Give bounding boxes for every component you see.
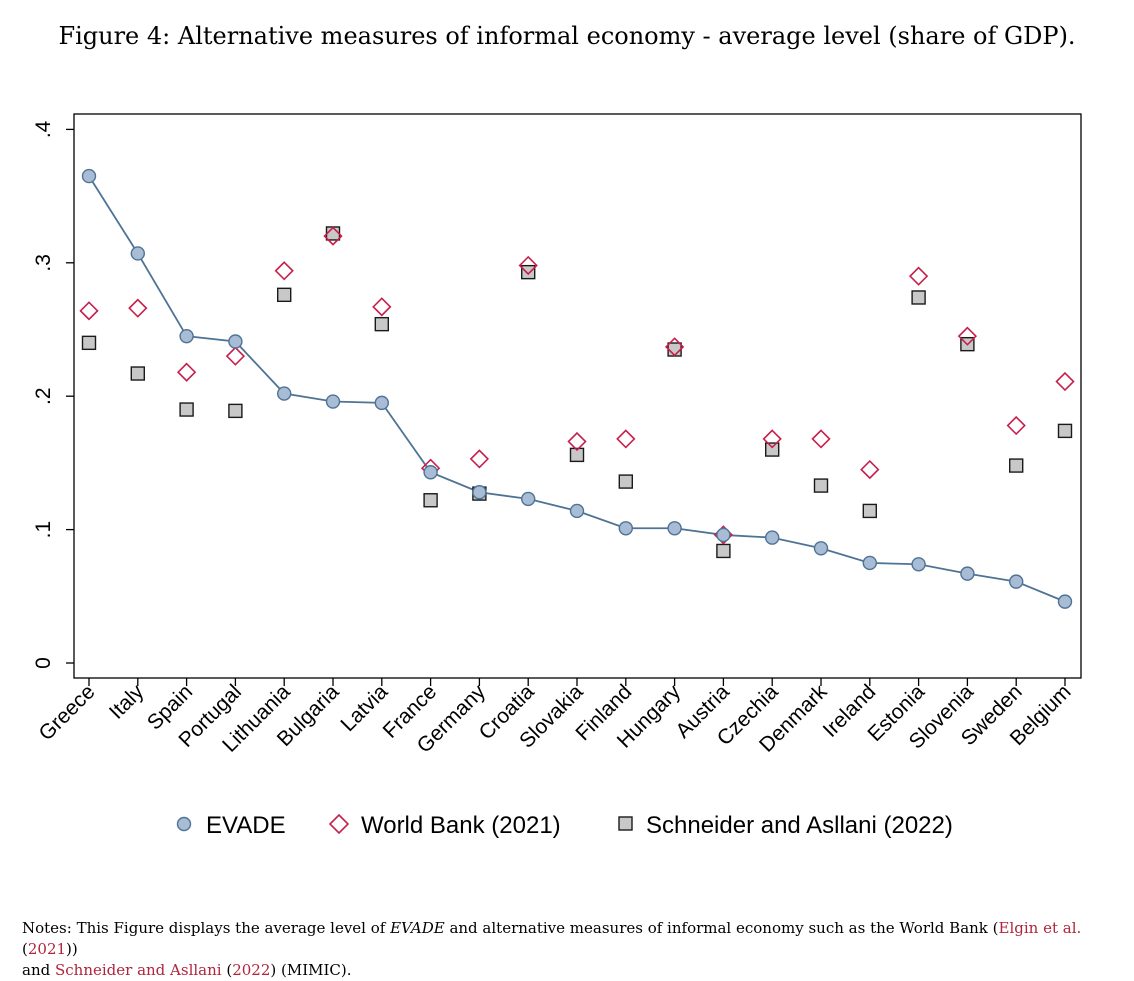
world-bank-point-estonia xyxy=(908,266,929,286)
evade-point-belgium xyxy=(1057,594,1073,609)
world-bank-point-sweden xyxy=(1006,415,1026,436)
schneider-point-ireland xyxy=(862,503,877,519)
evade-point-austria xyxy=(716,527,731,543)
legend: EVADE World Bank (2021) Schneider and As… xyxy=(176,812,953,839)
evade-point-slovenia xyxy=(960,566,975,581)
plot-frame xyxy=(73,113,1082,679)
figure-title: Figure 4: Alternative measures of inform… xyxy=(58,22,1076,50)
evade-point-latvia xyxy=(374,395,389,411)
evade-point-estonia xyxy=(911,557,926,572)
schneider-point-italy xyxy=(130,366,146,381)
y-axis: 0 .1 .2 .3 .4 xyxy=(32,120,74,669)
notes-text-1: Notes: This Figure displays the average … xyxy=(22,919,391,937)
schneider-point-latvia xyxy=(374,316,389,332)
schneider-point-hungary xyxy=(667,342,682,357)
evade-point-czechia xyxy=(765,530,780,545)
schneider-point-estonia xyxy=(911,290,926,305)
evade-point-sweden xyxy=(1009,574,1024,589)
evade-point-greece xyxy=(81,168,97,184)
x-tick-label-italy: Italy xyxy=(105,680,149,724)
legend-marker-evade xyxy=(176,816,192,832)
y-tick-label: 0 xyxy=(32,657,55,669)
evade-point-spain xyxy=(179,328,194,344)
world-bank-point-italy xyxy=(128,298,148,318)
world-bank-point-belgium xyxy=(1055,371,1075,392)
ref-elgin-year[interactable]: 2021 xyxy=(27,940,67,958)
schneider-point-slovakia xyxy=(569,447,585,463)
evade-point-germany xyxy=(472,485,487,500)
notes-text-4: ) (MIMIC). xyxy=(270,961,352,979)
legend-label-evade: EVADE xyxy=(206,812,286,839)
world-bank-point-spain xyxy=(176,362,197,382)
evade-point-lithuania xyxy=(277,386,292,401)
legend-marker-world-bank xyxy=(328,813,350,835)
world-bank-point-czechia xyxy=(762,429,782,449)
data-marks xyxy=(79,168,1075,609)
world-bank-point-bulgaria xyxy=(323,226,343,246)
ref-elgin-authors[interactable]: Elgin et al. xyxy=(998,919,1082,937)
evade-point-denmark xyxy=(813,541,829,556)
world-bank-point-portugal xyxy=(225,346,246,366)
y-tick-label: .2 xyxy=(32,387,55,405)
schneider-point-lithuania xyxy=(277,287,292,303)
world-bank-point-latvia xyxy=(372,297,392,317)
schneider-point-france xyxy=(423,493,438,508)
schneider-point-belgium xyxy=(1057,423,1073,439)
legend-marker-schneider xyxy=(618,816,633,831)
ref-schneider-authors[interactable]: Schneider and Asllani xyxy=(54,961,222,979)
legend-label-schneider: Schneider and Asllani (2022) xyxy=(646,812,953,839)
evade-point-portugal xyxy=(228,334,243,349)
world-bank-point-ireland xyxy=(860,459,880,480)
y-tick-label: .3 xyxy=(32,254,55,272)
figure-notes: Notes: This Figure displays the average … xyxy=(22,918,1122,981)
evade-point-italy xyxy=(130,246,146,261)
ref-elgin-open: ( xyxy=(22,940,28,958)
world-bank-point-hungary xyxy=(664,337,685,357)
schneider-point-denmark xyxy=(813,478,829,493)
evade-point-france xyxy=(423,465,438,480)
world-bank-point-germany xyxy=(469,449,490,469)
schneider-point-portugal xyxy=(228,403,243,419)
schneider-point-bulgaria xyxy=(325,226,341,241)
schneider-point-spain xyxy=(179,402,194,417)
ref-schneider-open: ( xyxy=(221,961,233,979)
ref-elgin-close: )) xyxy=(66,940,78,958)
world-bank-point-slovenia xyxy=(957,326,978,346)
schneider-point-austria xyxy=(716,543,731,559)
evade-point-slovakia xyxy=(569,503,585,519)
x-tick-label-greece: Greece xyxy=(35,680,100,745)
ref-schneider-year[interactable]: 2022 xyxy=(232,961,271,979)
notes-evade: EVADE xyxy=(390,919,445,937)
y-tick-label: .1 xyxy=(32,521,55,539)
world-bank-point-slovakia xyxy=(567,431,587,452)
evade-point-hungary xyxy=(667,521,682,536)
notes-text-2: and alternative measures of informal eco… xyxy=(444,919,999,937)
evade-point-ireland xyxy=(862,555,877,571)
schneider-point-greece xyxy=(81,335,97,351)
evade-point-croatia xyxy=(521,491,536,507)
notes-text-3: and xyxy=(22,961,55,979)
y-tick-label: .4 xyxy=(32,120,55,138)
evade-point-bulgaria xyxy=(325,394,341,409)
schneider-point-czechia xyxy=(765,442,780,457)
schneider-point-croatia xyxy=(521,264,536,280)
schneider-point-sweden xyxy=(1009,458,1024,473)
chart: 0 .1 .2 .3 .4 Greece ItalySpainPortugalLithua… xyxy=(32,113,1082,839)
legend-label-world-bank: World Bank (2021) xyxy=(361,812,561,839)
world-bank-point-denmark xyxy=(811,429,831,449)
x-axis: Greece ItalySpainPortugalLithuaniaBulgari… xyxy=(35,678,1076,758)
world-bank-point-lithuania xyxy=(274,261,294,281)
evade-series-line xyxy=(88,175,1066,603)
world-bank-point-croatia xyxy=(518,255,538,276)
schneider-point-finland xyxy=(618,474,633,489)
world-bank-point-finland xyxy=(616,429,636,449)
world-bank-point-greece xyxy=(79,301,99,321)
evade-point-finland xyxy=(618,521,633,536)
